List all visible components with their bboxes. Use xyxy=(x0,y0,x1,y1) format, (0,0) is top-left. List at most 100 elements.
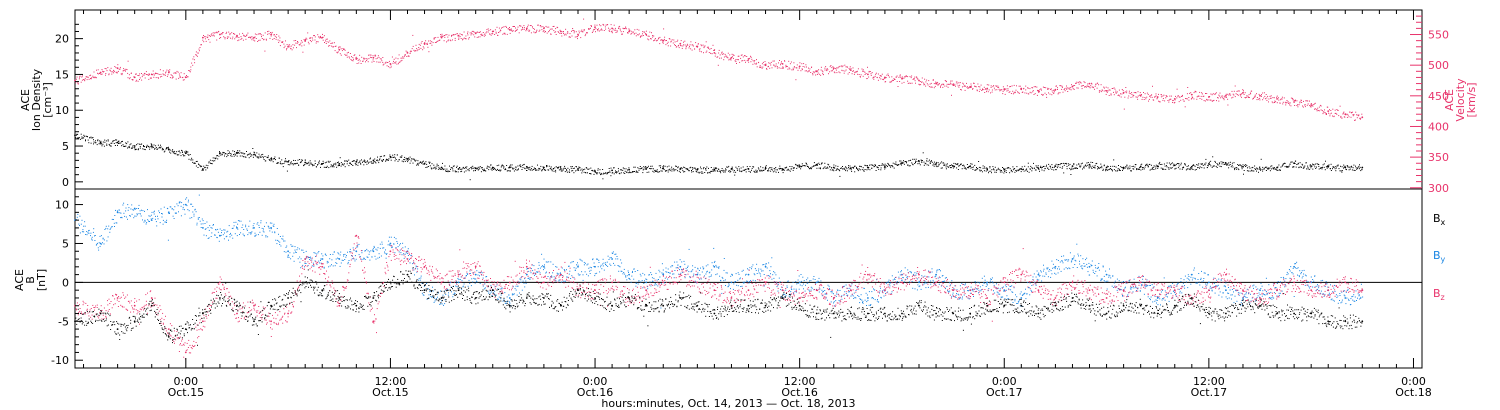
velocity-series-sample xyxy=(214,32,216,34)
velocity-series-sample xyxy=(1148,100,1149,102)
velocity-series-sample xyxy=(1028,93,1030,95)
velocity-series-sample xyxy=(1106,91,1108,93)
density-series-sample xyxy=(774,168,776,170)
velocity-series-sample xyxy=(937,81,939,83)
velocity-series-sample xyxy=(1210,93,1212,95)
density-series-sample xyxy=(691,171,693,173)
density-series-sample xyxy=(986,169,988,171)
velocity-series-sample xyxy=(1214,93,1216,95)
density-series-sample xyxy=(336,166,338,168)
velocity-series-sample xyxy=(714,49,716,51)
velocity-series-sample xyxy=(1001,89,1003,91)
density-series-sample xyxy=(550,167,552,169)
density-series-sample xyxy=(907,164,909,166)
velocity-series-sample xyxy=(764,61,766,63)
velocity-series-sample xyxy=(349,57,351,59)
density-series-sample xyxy=(988,172,989,174)
density-series-sample xyxy=(332,165,334,167)
velocity-series-sample xyxy=(619,25,621,27)
velocity-series-sample xyxy=(261,36,262,38)
velocity-series-sample xyxy=(1292,99,1294,101)
density-series-sample xyxy=(407,161,409,163)
density-series-sample xyxy=(1200,163,1202,165)
density-series-sample xyxy=(414,159,415,161)
velocity-series-sample xyxy=(356,57,358,59)
density-series-sample xyxy=(891,165,893,167)
density-series-sample xyxy=(343,163,345,165)
by-series-sample xyxy=(235,221,237,223)
velocity-series-sample xyxy=(1077,87,1079,89)
by-series-sample xyxy=(397,246,399,248)
density-series-sample xyxy=(900,162,902,164)
density-series-sample xyxy=(984,166,986,168)
density-series-sample xyxy=(1358,168,1360,170)
velocity-series-sample xyxy=(283,43,285,45)
by-series-sample xyxy=(116,210,118,212)
velocity-series-sample xyxy=(1196,96,1198,98)
density-series-sample xyxy=(1221,163,1223,165)
density-series-sample xyxy=(335,164,337,166)
velocity-series-sample xyxy=(340,48,342,50)
velocity-series-sample xyxy=(1089,87,1091,89)
density-series-sample xyxy=(250,154,252,156)
by-series-sample xyxy=(86,231,88,232)
velocity-series-sample xyxy=(772,60,774,62)
density-series-sample xyxy=(1051,164,1053,166)
velocity-series-sample xyxy=(841,66,843,68)
velocity-series-sample xyxy=(868,70,870,72)
velocity-series-sample xyxy=(1280,99,1282,101)
density-series-sample xyxy=(362,161,363,163)
by-series-sample xyxy=(193,213,195,215)
density-series-sample xyxy=(677,166,679,168)
by-series-sample xyxy=(218,240,220,242)
density-series-sample xyxy=(884,168,886,170)
density-series-sample xyxy=(1356,168,1358,170)
density-series-sample xyxy=(1309,164,1311,166)
density-series-sample xyxy=(976,167,977,168)
velocity-series-sample xyxy=(1332,115,1333,117)
density-series-sample xyxy=(186,152,188,154)
by-series-sample xyxy=(382,247,384,249)
by-series-sample xyxy=(207,238,209,239)
velocity-series-sample xyxy=(670,45,672,47)
velocity-series-sample xyxy=(701,51,702,53)
density-series-sample xyxy=(571,166,573,168)
velocity-series-sample xyxy=(705,51,707,53)
by-series-sample xyxy=(347,251,348,253)
density-series-sample xyxy=(941,161,943,163)
density-series-sample xyxy=(471,168,473,170)
density-series-sample xyxy=(211,160,213,162)
density-series-sample xyxy=(1097,167,1099,168)
velocity-series-sample xyxy=(1338,115,1340,117)
velocity-series-sample xyxy=(771,67,773,69)
velocity-series-sample xyxy=(1302,105,1303,107)
velocity-series-sample xyxy=(352,57,354,59)
density-series-sample xyxy=(693,167,695,169)
velocity-series-sample xyxy=(803,63,805,65)
density-series-sample xyxy=(156,148,158,150)
velocity-series-sample xyxy=(1227,104,1229,106)
density-series-sample xyxy=(379,158,381,160)
density-series-sample xyxy=(1220,166,1222,168)
velocity-series-sample xyxy=(254,33,256,35)
density-series-sample xyxy=(854,171,856,173)
velocity-series-sample xyxy=(317,34,319,36)
density-series-sample xyxy=(1280,166,1282,168)
velocity-series-sample xyxy=(1045,87,1047,89)
velocity-series-sample xyxy=(301,45,303,47)
by-series-point xyxy=(594,265,596,268)
density-series-sample xyxy=(357,164,359,166)
velocity-series-sample xyxy=(111,71,113,73)
density-series-sample xyxy=(356,160,358,162)
velocity-series-sample xyxy=(664,36,666,38)
velocity-series-sample xyxy=(1252,98,1254,100)
density-series-sample xyxy=(1207,165,1209,167)
density-series-sample xyxy=(1273,167,1275,168)
by-series-point xyxy=(662,273,665,276)
velocity-series-sample xyxy=(436,41,437,43)
velocity-series-sample xyxy=(322,39,324,41)
velocity-series-sample xyxy=(511,30,513,32)
velocity-series-point xyxy=(1327,110,1330,112)
density-series-sample xyxy=(1229,161,1231,163)
velocity-series-sample xyxy=(195,51,197,53)
